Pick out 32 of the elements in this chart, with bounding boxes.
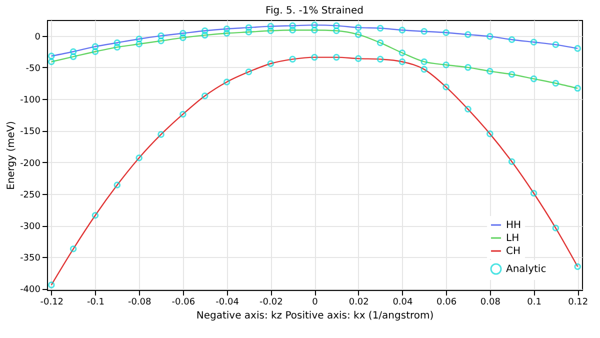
y-tick-label: -50 [26, 64, 41, 74]
x-tick-label: 0 [312, 298, 318, 308]
x-tick-label: -0.04 [216, 298, 240, 308]
legend-label: HH [506, 220, 522, 231]
x-tick-label: 0.12 [568, 298, 588, 308]
x-axis-title: Negative axis: kz Positive axis: kx (1/angstrom) [196, 310, 434, 322]
y-tick-label: -100 [20, 96, 41, 106]
y-tick-label: -300 [20, 222, 41, 232]
legend-label: Analytic [506, 264, 546, 275]
y-axis-title: Energy (meV) [6, 121, 18, 190]
x-tick-label: -0.12 [40, 298, 64, 308]
y-tick-label: -150 [20, 127, 41, 138]
line-series [50, 24, 578, 57]
x-tick-label: -0.1 [86, 298, 105, 308]
x-tick-label: 0.08 [480, 298, 501, 308]
legend-label: CH [506, 246, 521, 257]
y-tick-label: -350 [20, 254, 41, 264]
x-tick-label: 0.02 [348, 298, 369, 308]
y-tick-label: -400 [20, 285, 41, 296]
y-tick-label: -200 [20, 158, 41, 169]
line-series [50, 56, 578, 286]
x-tick-label: -0.02 [260, 298, 283, 308]
x-tick-label: 0.06 [436, 298, 457, 308]
y-tick-label: 0 [34, 32, 41, 42]
legend-label: LH [506, 233, 520, 244]
x-tick-label: -0.06 [172, 298, 196, 308]
x-tick-label: 0.04 [392, 298, 413, 308]
x-tick-label: 0.1 [527, 298, 542, 308]
x-tick-label: -0.08 [128, 298, 152, 308]
chart-title: Fig. 5. -1% Strained [265, 5, 364, 16]
line-series [50, 30, 578, 89]
y-tick-label: -250 [20, 190, 41, 200]
